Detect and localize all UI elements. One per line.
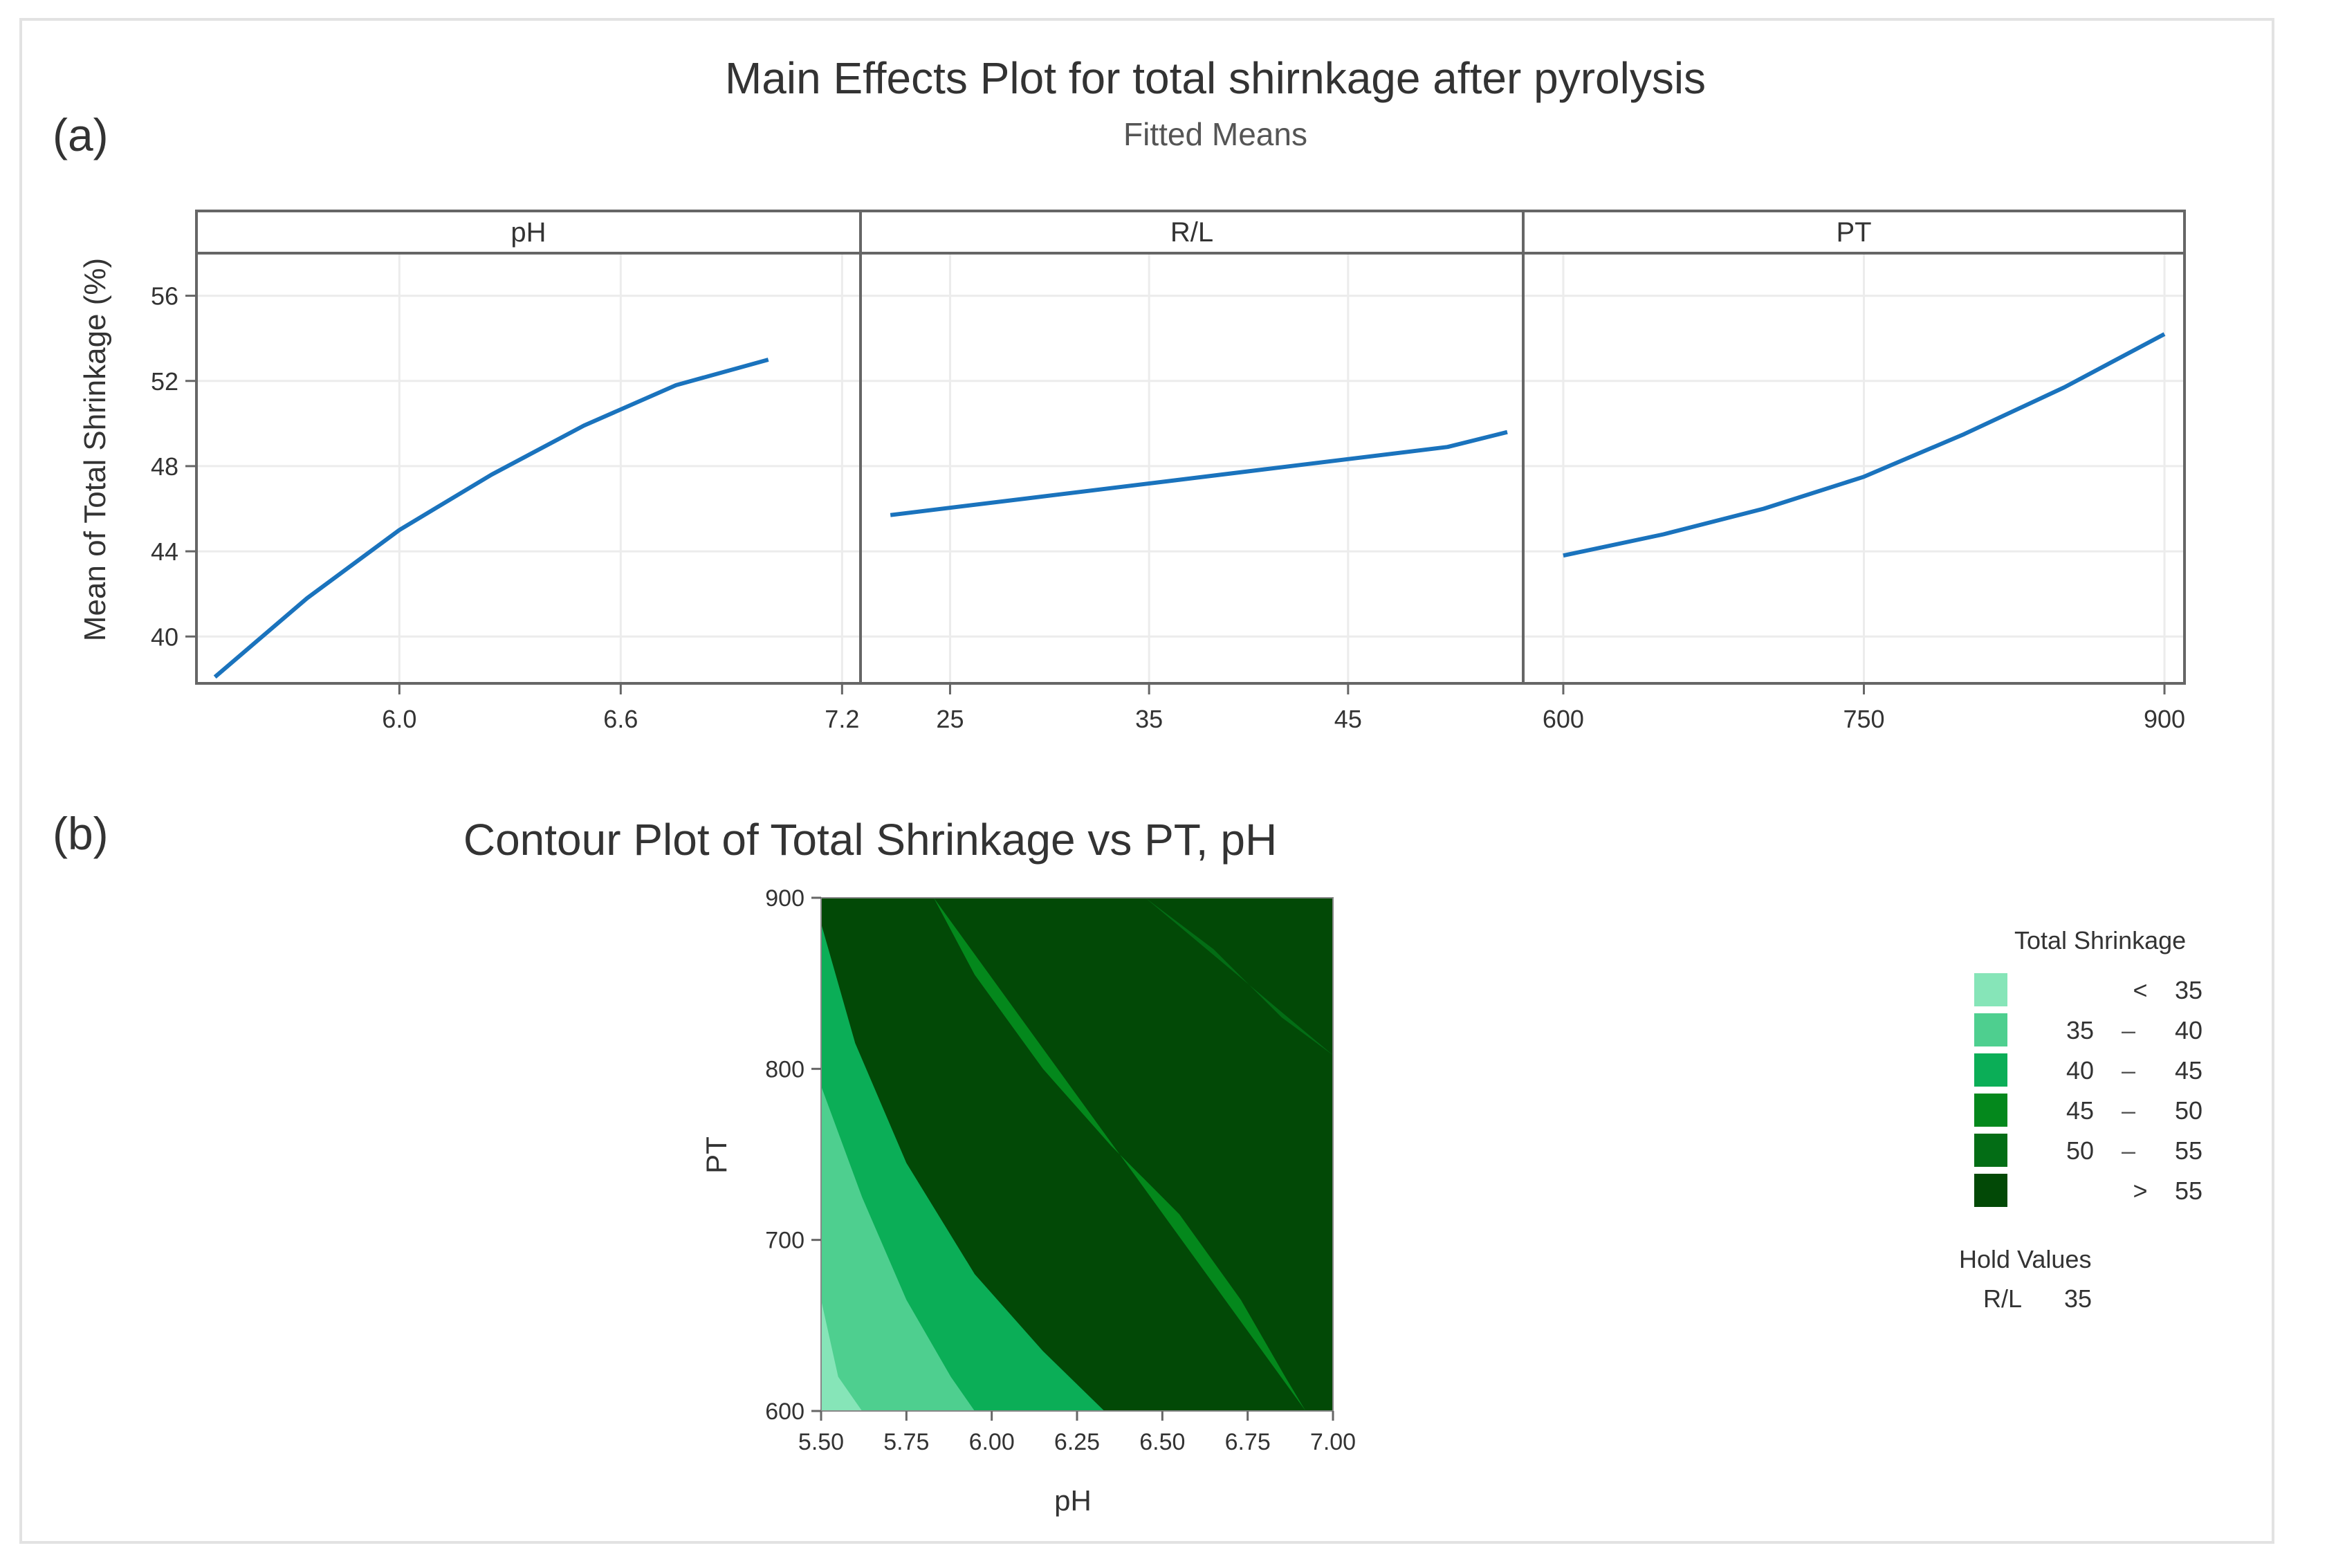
panel-strip-label: PT [1836, 217, 1871, 248]
figure: (a) (b) Main Effects Plot for total shir… [19, 18, 2274, 1544]
legend-swatch [1974, 1013, 2007, 1046]
legend-high: 45 [2175, 1056, 2202, 1085]
panel-label-a: (a) [53, 109, 109, 160]
panel-strip [1522, 210, 2186, 255]
panel-label-b: (b) [53, 808, 109, 859]
main-effects-y-label: Mean of Total Shrinkage (%) [78, 258, 112, 641]
legend-dash: – [2122, 1096, 2135, 1125]
legend-swatch [1974, 1134, 2007, 1167]
legend-high: 50 [2175, 1096, 2202, 1125]
x-tick-label: 6.0 [382, 705, 416, 733]
legend-high: 55 [2175, 1177, 2202, 1205]
panel-strip-label: R/L [1170, 217, 1213, 248]
contour-x-label: pH [1054, 1484, 1092, 1517]
panel-frame [1522, 252, 2186, 685]
contour-region [821, 1300, 863, 1411]
x-tick-label: 6.75 [1225, 1429, 1271, 1455]
contour-y-label: PT [700, 1136, 733, 1174]
x-tick-label: 5.75 [883, 1429, 929, 1455]
panel-frame [859, 252, 1525, 685]
panel-strip [195, 210, 862, 255]
x-tick-label: 6.25 [1054, 1429, 1100, 1455]
x-tick-label: 25 [936, 705, 964, 733]
y-tick-label: 600 [765, 1399, 804, 1425]
legend-operator: < [2133, 976, 2147, 1004]
legend-high: 55 [2175, 1136, 2202, 1165]
panel-strip [859, 210, 1525, 255]
x-tick-label: 750 [1843, 705, 1884, 733]
legend-low: 35 [2066, 1016, 2094, 1044]
y-tick-label: 40 [151, 622, 178, 651]
x-tick-label: 45 [1334, 705, 1362, 733]
panel-frame [195, 252, 862, 685]
x-tick-label: 6.00 [969, 1429, 1015, 1455]
fitted-mean-line [1563, 332, 2166, 558]
x-tick-label: 5.50 [798, 1429, 844, 1455]
contour-plot: 5.50 5.75 6.00 6.25 6.50 6.75 7.00 600 700 800 900 [765, 885, 1356, 1455]
legend-dash: – [2122, 1016, 2135, 1044]
contour-region [1145, 898, 1333, 1055]
fitted-mean-line [213, 358, 769, 679]
legend-dash: – [2122, 1136, 2135, 1165]
chart-svg: (a) (b) Main Effects Plot for total shir… [53, 53, 2202, 1517]
main-effects-plot: pH 6.0 6.6 7.2 R/L 25 35 45 PT 600 750 900 40 44 48 52 5… [151, 210, 2186, 733]
legend-swatch [1974, 973, 2007, 1006]
contour-region [933, 898, 1306, 1411]
legend-swatch [1974, 1174, 2007, 1207]
main-effects-title: Main Effects Plot for total shirnkage af… [725, 53, 1706, 103]
legend-operator: > [2133, 1177, 2147, 1205]
legend-swatch [1974, 1053, 2007, 1087]
hold-values-name: R/L [1983, 1284, 2022, 1313]
legend-title: Total Shrinkage [2014, 926, 2186, 954]
y-tick-label: 44 [151, 537, 178, 566]
main-effects-subtitle: Fitted Means [1123, 116, 1307, 152]
y-tick-label: 900 [765, 885, 804, 912]
legend-low: 40 [2066, 1056, 2094, 1085]
y-tick-label: 48 [151, 452, 178, 481]
x-tick-label: 7.2 [825, 705, 859, 733]
contour-region [821, 1086, 975, 1411]
contour-legend: Total Shrinkage <3535–4040–4545–5050–55>… [1959, 926, 2202, 1313]
x-tick-label: 600 [1543, 705, 1584, 733]
legend-swatch [1974, 1094, 2007, 1127]
x-tick-label: 7.00 [1310, 1429, 1356, 1455]
legend-high: 40 [2175, 1016, 2202, 1044]
contour-title: Contour Plot of Total Shrinkage vs PT, p… [463, 815, 1277, 865]
legend-dash: – [2122, 1056, 2135, 1085]
panel-strip-label: pH [511, 217, 546, 248]
legend-high: 35 [2175, 976, 2202, 1004]
y-tick-label: 800 [765, 1056, 804, 1082]
hold-values-value: 35 [2064, 1284, 2092, 1313]
y-tick-label: 56 [151, 282, 178, 311]
legend-low: 50 [2066, 1136, 2094, 1165]
legend-low: 45 [2066, 1096, 2094, 1125]
y-tick-label: 52 [151, 367, 178, 396]
fitted-mean-line [890, 430, 1508, 517]
hold-values-title: Hold Values [1959, 1245, 2091, 1273]
x-tick-label: 900 [2144, 705, 2185, 733]
y-tick-label: 700 [765, 1228, 804, 1254]
x-tick-label: 6.50 [1139, 1429, 1185, 1455]
x-tick-label: 6.6 [603, 705, 638, 733]
x-tick-label: 35 [1135, 705, 1163, 733]
